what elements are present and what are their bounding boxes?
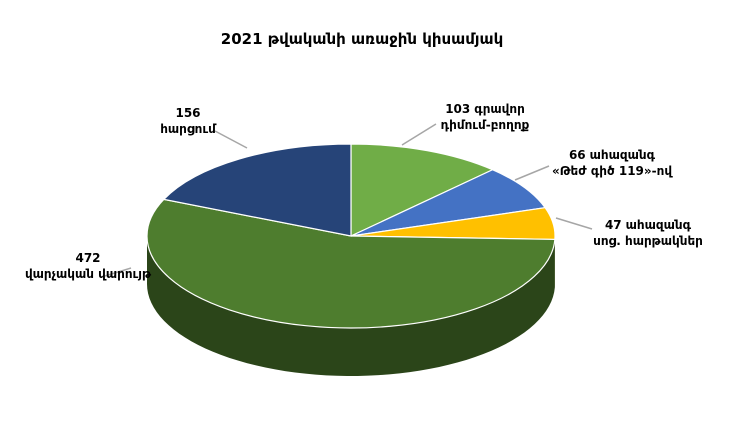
category-label: գրավոր դիմում-բողոք bbox=[441, 102, 530, 132]
value-label: 66 bbox=[569, 148, 586, 162]
category-label: ահազանգ սոց. հարթակներ bbox=[593, 218, 703, 248]
pie-slice bbox=[350, 143, 494, 237]
leader-line bbox=[104, 267, 132, 277]
category-label: ահազանգ «Թեժ գիծ 119»-ով bbox=[552, 148, 673, 178]
pie-sides bbox=[147, 236, 555, 376]
labels: 103 գրավոր դիմում-բողոք 66 ահազանգ «Թեժ գիծ 1… bbox=[25, 102, 703, 281]
category-label: վարչական վարույթ bbox=[25, 267, 152, 281]
leader-line bbox=[214, 130, 248, 149]
value-label: 47 bbox=[605, 218, 622, 232]
leader-line bbox=[401, 123, 437, 146]
pie-tops bbox=[146, 143, 556, 329]
leader-lines bbox=[104, 123, 593, 277]
leader-line bbox=[555, 217, 593, 230]
value-label: 103 bbox=[445, 102, 470, 116]
chart-title: 2021 թվականի առաջին կիսամյակ bbox=[221, 30, 503, 48]
category-label: հարցում bbox=[160, 122, 217, 136]
pie-slice bbox=[162, 143, 352, 237]
value-label: 156 bbox=[175, 106, 200, 120]
pie-slice bbox=[350, 169, 547, 237]
leader-line bbox=[514, 165, 550, 181]
value-label: 472 bbox=[75, 251, 100, 265]
pie-side bbox=[147, 236, 555, 376]
pie-slice bbox=[146, 198, 556, 329]
